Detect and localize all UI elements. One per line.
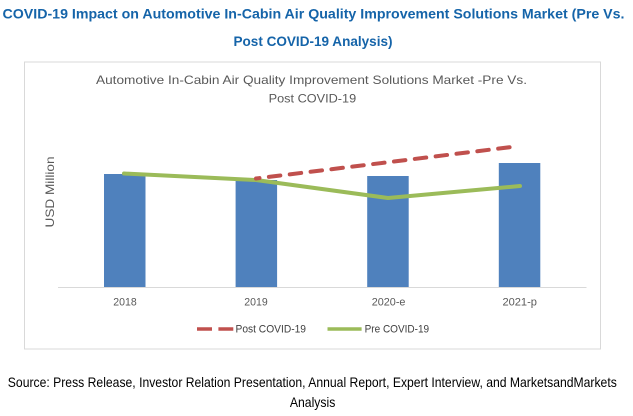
svg-text:2019: 2019	[244, 296, 267, 308]
svg-text:Post COVID-19: Post COVID-19	[269, 91, 357, 105]
svg-text:Analysis: Analysis	[290, 394, 336, 410]
svg-text:2018: 2018	[113, 296, 136, 308]
svg-text:Automotive In-Cabin Air Qualit: Automotive In-Cabin Air Quality Improvem…	[96, 73, 527, 87]
svg-text:Post COVID-19 Analysis): Post COVID-19 Analysis)	[234, 33, 393, 49]
svg-text:USD Million: USD Million	[44, 157, 57, 228]
svg-text:Post COVID-19: Post COVID-19	[236, 324, 307, 336]
svg-text:COVID-19 Impact on Automotive: COVID-19 Impact on Automotive In-Cabin A…	[3, 5, 625, 21]
svg-text:2020-e: 2020-e	[372, 296, 406, 308]
svg-text:Source: Press Release, Investo: Source: Press Release, Investor Relation…	[8, 374, 617, 390]
svg-text:2021-p: 2021-p	[502, 296, 537, 308]
svg-text:Pre COVID-19: Pre COVID-19	[365, 324, 430, 336]
